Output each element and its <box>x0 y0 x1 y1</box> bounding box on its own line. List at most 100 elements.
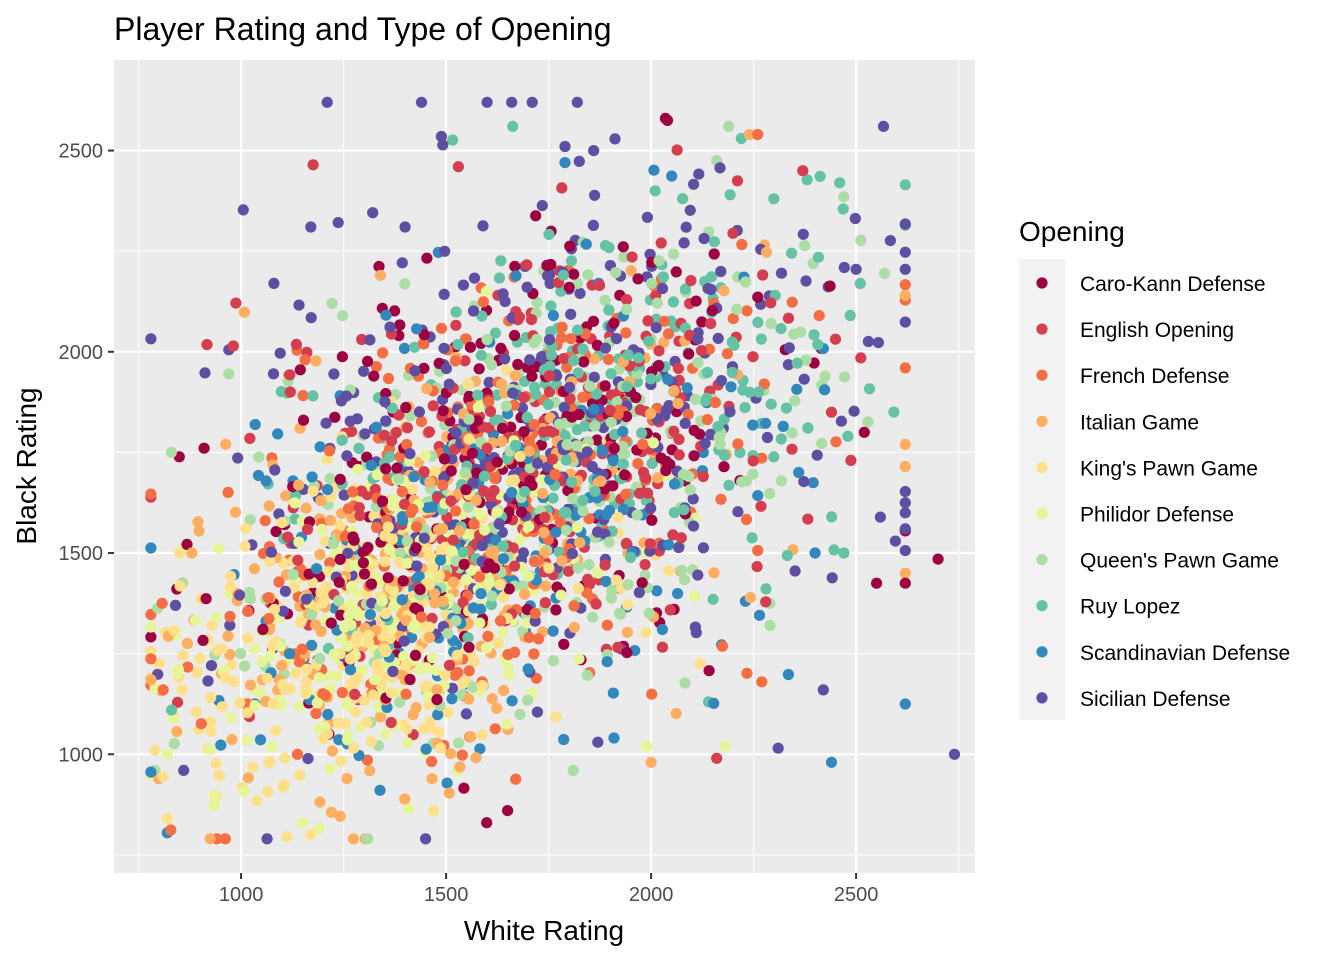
point-french-defense <box>224 610 236 623</box>
legend-label-ruy-lopez: Ruy Lopez <box>1080 596 1180 619</box>
point-queen-s-pawn-game <box>714 438 726 450</box>
point-sicilian-defense <box>516 402 529 414</box>
point-king-s-pawn-game <box>434 570 446 582</box>
point-english-opening <box>558 353 570 365</box>
point-scandinavian-defense <box>370 421 382 433</box>
point-king-s-pawn-game <box>307 485 319 497</box>
point-king-s-pawn-game <box>419 680 431 692</box>
point-sicilian-defense <box>884 235 897 247</box>
point-english-opening <box>711 752 723 764</box>
point-english-opening <box>656 641 669 653</box>
point-caro-kann-defense <box>578 356 590 368</box>
point-philidor-defense <box>408 619 420 631</box>
point-king-s-pawn-game <box>428 805 440 817</box>
point-king-s-pawn-game <box>406 483 418 495</box>
point-ruy-lopez <box>645 373 657 385</box>
point-french-defense <box>417 338 429 350</box>
point-english-opening <box>230 297 242 309</box>
point-caro-kann-defense <box>460 484 472 496</box>
point-english-opening <box>599 559 611 571</box>
point-english-opening <box>483 422 495 434</box>
point-king-s-pawn-game <box>281 831 293 843</box>
point-caro-kann-defense <box>458 782 470 794</box>
point-king-s-pawn-game <box>315 586 327 598</box>
point-king-s-pawn-game <box>380 607 392 620</box>
point-king-s-pawn-game <box>494 579 506 591</box>
point-english-opening <box>829 333 842 345</box>
point-caro-kann-defense <box>591 434 603 446</box>
y-axis: 1000 1500 2000 2500 <box>59 141 114 766</box>
point-philidor-defense <box>343 609 355 622</box>
point-sicilian-defense <box>358 365 370 377</box>
point-french-defense <box>401 438 413 451</box>
point-french-defense <box>716 640 729 652</box>
point-french-defense <box>523 435 535 448</box>
point-philidor-defense <box>313 822 325 835</box>
point-english-opening <box>747 455 759 467</box>
point-caro-kann-defense <box>394 319 406 331</box>
point-king-s-pawn-game <box>277 781 289 793</box>
point-ruy-lopez <box>677 193 689 205</box>
point-caro-kann-defense <box>599 380 611 392</box>
point-sicilian-defense <box>265 546 277 558</box>
point-sicilian-defense <box>344 415 356 427</box>
point-italian-game <box>652 472 664 484</box>
point-caro-kann-defense <box>659 112 672 124</box>
point-king-s-pawn-game <box>400 659 412 671</box>
point-scandinavian-defense <box>666 170 678 182</box>
point-ruy-lopez <box>752 316 764 328</box>
point-english-opening <box>695 345 708 357</box>
point-italian-game <box>544 412 556 424</box>
point-king-s-pawn-game <box>241 707 253 719</box>
point-ruy-lopez <box>497 540 509 552</box>
point-french-defense <box>549 468 561 480</box>
point-philidor-defense <box>403 802 415 815</box>
point-italian-game <box>899 567 911 579</box>
point-sicilian-defense <box>573 155 585 167</box>
point-scandinavian-defense <box>662 373 674 385</box>
point-king-s-pawn-game <box>157 771 169 783</box>
point-sicilian-defense <box>499 353 511 365</box>
point-king-s-pawn-game <box>345 678 357 691</box>
point-caro-kann-defense <box>198 442 210 454</box>
point-french-defense <box>528 556 541 568</box>
point-french-defense <box>195 718 207 730</box>
point-french-defense <box>555 332 568 344</box>
point-sicilian-defense <box>450 427 462 439</box>
point-scandinavian-defense <box>588 403 600 415</box>
point-french-defense <box>426 755 438 768</box>
point-king-s-pawn-game <box>335 755 347 767</box>
point-caro-kann-defense <box>418 329 430 341</box>
point-caro-kann-defense <box>652 360 664 372</box>
point-french-defense <box>758 378 770 390</box>
point-french-defense <box>577 391 589 403</box>
point-philidor-defense <box>387 500 399 512</box>
point-philidor-defense <box>341 640 353 652</box>
point-king-s-pawn-game <box>497 591 509 604</box>
point-ruy-lopez <box>812 339 824 351</box>
point-king-s-pawn-game <box>267 698 279 710</box>
point-scandinavian-defense <box>547 310 560 322</box>
point-sicilian-defense <box>684 204 696 216</box>
point-sicilian-defense <box>380 415 392 427</box>
point-king-s-pawn-game <box>262 786 274 798</box>
legend-title: Opening <box>1019 216 1125 247</box>
point-king-s-pawn-game <box>543 562 555 574</box>
point-ruy-lopez <box>307 390 319 402</box>
point-english-opening <box>459 355 471 367</box>
point-english-opening <box>594 279 606 291</box>
point-sicilian-defense <box>800 275 812 287</box>
point-sicilian-defense <box>418 532 430 544</box>
point-scandinavian-defense <box>446 693 458 705</box>
point-french-defense <box>556 321 568 333</box>
point-king-s-pawn-game <box>300 675 313 688</box>
point-caro-kann-defense <box>391 462 403 474</box>
point-italian-game <box>437 595 449 607</box>
point-ruy-lopez <box>589 485 601 497</box>
point-french-defense <box>299 354 311 366</box>
point-italian-game <box>374 711 386 723</box>
point-king-s-pawn-game <box>382 521 394 533</box>
point-caro-kann-defense <box>899 577 911 589</box>
point-sicilian-defense <box>438 288 450 300</box>
point-philidor-defense <box>480 285 492 297</box>
